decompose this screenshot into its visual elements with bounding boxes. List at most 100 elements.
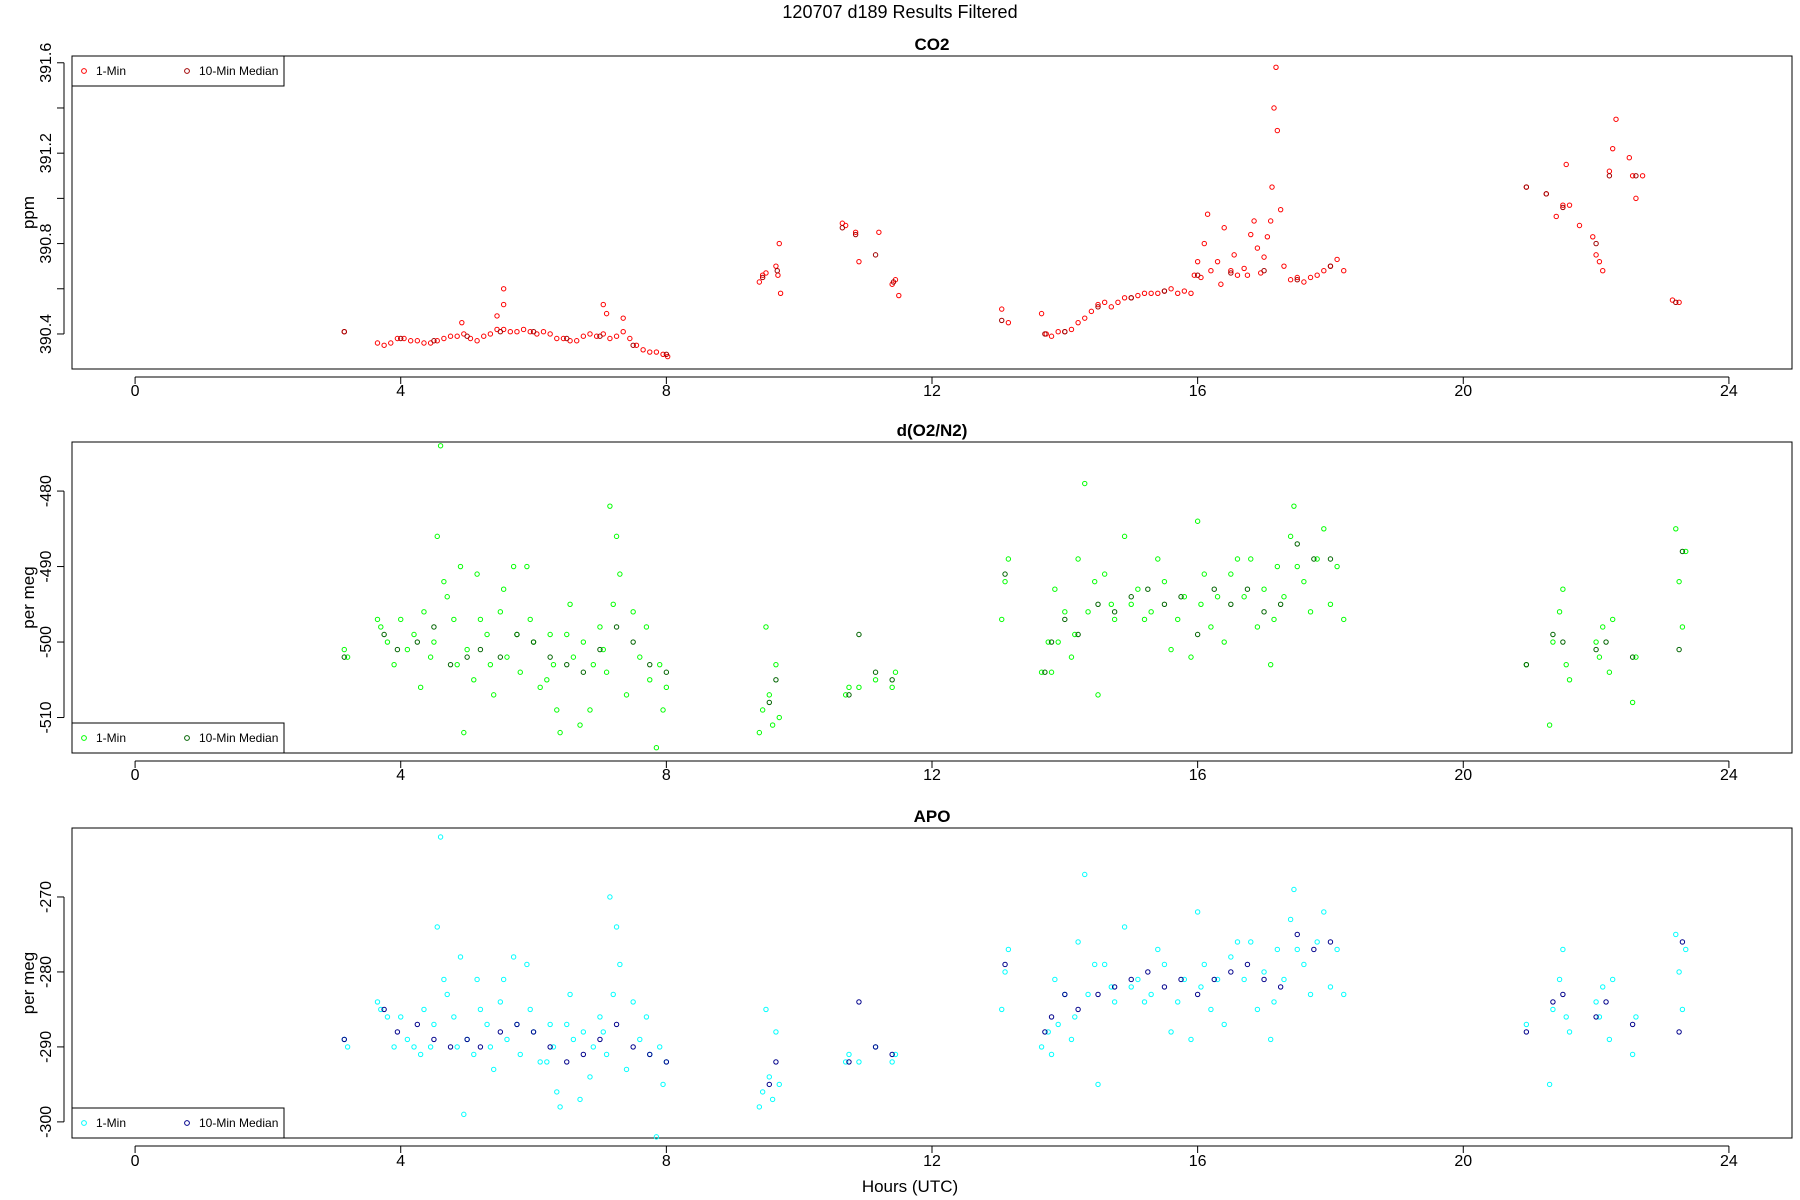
data-point — [447, 333, 454, 339]
data-point — [441, 335, 447, 342]
data-point — [1629, 1051, 1636, 1058]
series-ten-min-median — [341, 931, 1686, 1088]
data-point — [1178, 976, 1184, 983]
data-point — [1593, 639, 1599, 645]
data-point — [441, 976, 447, 983]
data-point — [1277, 601, 1284, 607]
data-point — [756, 279, 763, 285]
data-point — [1254, 624, 1261, 630]
data-point — [1274, 563, 1281, 570]
data-point — [1683, 946, 1689, 953]
data-point — [1234, 939, 1241, 945]
data-point — [447, 1044, 454, 1050]
data-point — [1042, 669, 1048, 675]
data-point — [1085, 991, 1091, 998]
data-point — [1055, 329, 1061, 335]
data-point — [617, 961, 623, 968]
legend-marker — [81, 1120, 87, 1126]
legend-label: 10-Min Median — [199, 1116, 278, 1130]
data-point — [1161, 578, 1168, 585]
data-point — [414, 639, 421, 645]
data-point — [514, 1021, 520, 1028]
data-point — [1334, 256, 1340, 263]
data-point — [1228, 969, 1234, 975]
data-point — [647, 661, 653, 668]
data-point — [1228, 270, 1234, 276]
data-point — [1128, 984, 1134, 990]
data-point — [1274, 946, 1281, 953]
data-point — [1095, 301, 1101, 308]
data-point — [630, 1044, 636, 1050]
data-point — [471, 677, 477, 683]
data-point — [1228, 601, 1234, 607]
legend-marker — [81, 68, 87, 74]
data-point — [1115, 299, 1121, 306]
data-point — [404, 1036, 411, 1043]
data-point — [1294, 563, 1300, 570]
data-point — [774, 267, 780, 274]
data-point — [587, 331, 593, 337]
data-point — [461, 1111, 467, 1118]
data-point — [613, 924, 620, 930]
data-point — [374, 999, 381, 1005]
data-point — [1161, 601, 1168, 607]
data-point — [530, 1029, 537, 1035]
data-point — [527, 329, 533, 335]
data-point — [1248, 556, 1254, 562]
data-point — [613, 533, 620, 540]
data-point — [434, 533, 440, 540]
data-point — [1002, 578, 1008, 585]
data-point — [597, 1036, 603, 1043]
x-tick-label: 8 — [662, 1153, 671, 1170]
data-point — [398, 335, 404, 342]
data-point — [889, 1051, 895, 1058]
data-point — [1062, 616, 1068, 623]
x-tick-label: 20 — [1454, 1153, 1472, 1170]
data-point — [1244, 586, 1251, 592]
data-point — [1221, 225, 1227, 231]
data-point — [381, 342, 387, 348]
data-point — [763, 624, 769, 630]
data-point — [1135, 586, 1141, 592]
data-point — [1108, 984, 1115, 990]
data-point — [1082, 315, 1088, 321]
data-point — [537, 684, 543, 691]
data-point — [1002, 571, 1008, 577]
data-point — [1072, 1014, 1078, 1020]
data-point — [657, 661, 663, 668]
data-point — [461, 729, 467, 736]
data-point — [617, 571, 623, 577]
data-point — [451, 616, 457, 623]
y-tick-label: -480 — [38, 475, 55, 507]
data-point — [520, 326, 527, 333]
data-point — [1214, 258, 1221, 265]
data-point — [504, 654, 510, 660]
data-point — [431, 1036, 437, 1043]
data-point — [773, 1029, 779, 1035]
legend: 1-Min 10-Min Median — [71, 722, 285, 754]
data-point — [607, 503, 613, 509]
data-point — [1135, 292, 1141, 299]
data-point — [487, 1044, 494, 1050]
data-point — [1546, 722, 1553, 728]
data-point — [381, 1006, 387, 1013]
y-axis-label: per meg — [19, 952, 38, 1014]
data-point — [1148, 991, 1154, 998]
data-point — [1341, 267, 1347, 274]
data-point — [623, 692, 630, 698]
data-point — [643, 1014, 650, 1020]
data-point — [431, 338, 437, 344]
data-point — [1287, 277, 1294, 283]
data-point — [1161, 961, 1168, 968]
x-tick-label: 0 — [131, 383, 140, 400]
data-point — [630, 999, 636, 1005]
data-point — [550, 661, 557, 668]
data-point — [1593, 240, 1599, 247]
data-point — [474, 338, 480, 344]
data-point — [570, 654, 577, 660]
data-point — [1596, 258, 1603, 265]
data-point — [663, 669, 670, 675]
data-point — [1241, 265, 1247, 272]
y-tick-label: -490 — [38, 550, 55, 582]
data-point — [1676, 1029, 1682, 1035]
